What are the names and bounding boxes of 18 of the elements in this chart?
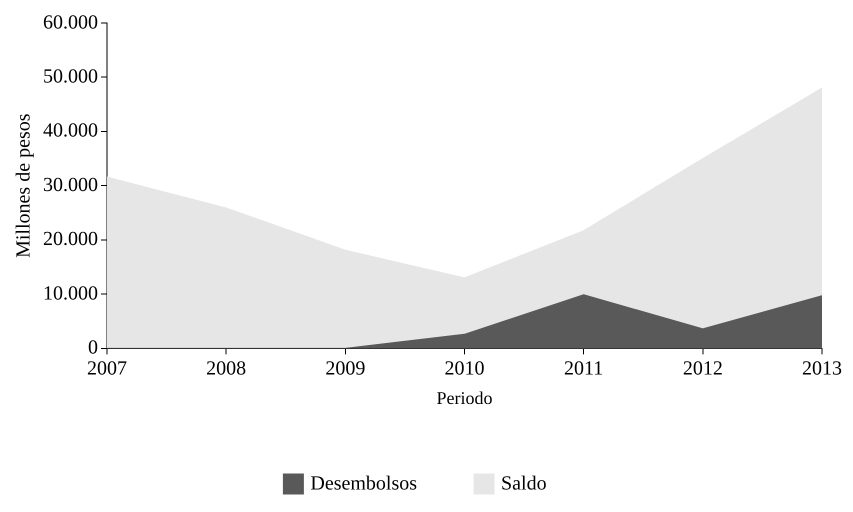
x-axis-title: Periodo [436, 388, 492, 408]
y-tick-label: 10.000 [43, 282, 98, 304]
y-tick-label: 20.000 [43, 228, 98, 250]
y-tick-label: 60.000 [43, 11, 98, 34]
x-tick-label: 2013 [802, 358, 842, 380]
legend-label: Desembolsos [310, 472, 418, 494]
x-tick-label: 2011 [564, 358, 604, 380]
y-tick-label: 30.000 [43, 174, 98, 196]
y-tick-label: 50.000 [43, 65, 98, 88]
x-tick-label: 2007 [87, 358, 127, 380]
x-tick-label: 2009 [325, 358, 366, 380]
legend-label: Saldo [501, 472, 547, 494]
y-tick-label: 0 [88, 336, 98, 359]
x-tick-label: 2010 [444, 358, 484, 380]
y-axis-title: Millones de pesos [12, 113, 34, 258]
x-tick-label: 2012 [682, 358, 723, 380]
y-tick-label: 40.000 [43, 120, 98, 142]
x-tick-label: 2008 [206, 358, 246, 380]
